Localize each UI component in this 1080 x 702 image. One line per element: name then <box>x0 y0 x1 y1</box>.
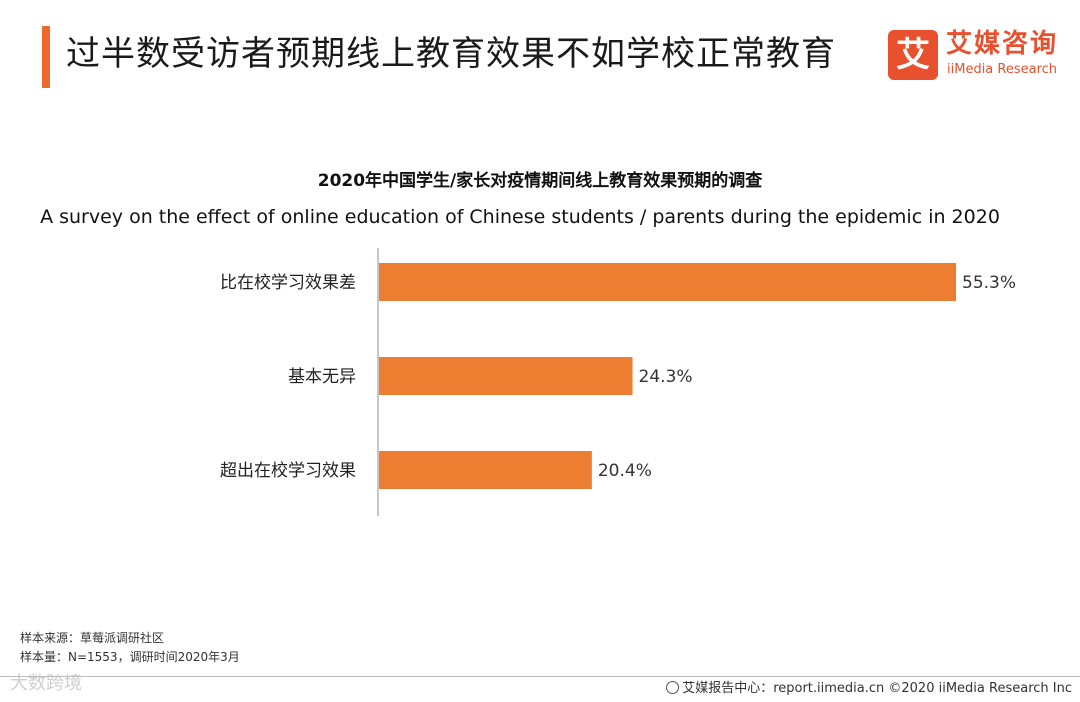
bar <box>379 263 956 301</box>
footer-divider <box>0 676 1080 677</box>
category-label: 基本无异 <box>288 367 356 387</box>
data-label: 20.4% <box>598 461 652 481</box>
data-label: 55.3% <box>962 273 1016 293</box>
sample-size-note: 样本量：N=1553，调研时间2020年3月 <box>20 650 240 664</box>
category-label: 比在校学习效果差 <box>220 273 356 293</box>
bar <box>379 451 592 489</box>
page-title: 过半数受访者预期线上教育效果不如学校正常教育 <box>66 34 836 74</box>
footer-text: 艾媒报告中心：report.iimedia.cn ©2020 iiMedia R… <box>682 681 1072 696</box>
logo-name-en: iiMedia Research <box>947 62 1058 77</box>
bar <box>379 357 633 395</box>
logo-name-cn: 艾媒咨询 <box>946 29 1059 59</box>
globe-icon <box>666 681 680 694</box>
footer: 艾媒报告中心：report.iimedia.cn ©2020 iiMedia R… <box>666 679 1072 699</box>
watermark: 大数跨境 <box>10 673 82 694</box>
company-logo: 艾 艾媒咨询 iiMedia Research <box>888 29 1068 82</box>
chart-subtitle: A survey on the effect of online educati… <box>40 206 1000 228</box>
data-label: 24.3% <box>639 367 693 387</box>
chart-title: 2020年中国学生/家长对疫情期间线上教育效果预期的调查 <box>317 171 763 191</box>
logo-mark-icon: 艾 <box>888 30 938 80</box>
sample-source-note: 样本来源：草莓派调研社区 <box>20 631 165 645</box>
category-label: 超出在校学习效果 <box>220 461 356 481</box>
title-accent-bar <box>42 26 50 88</box>
